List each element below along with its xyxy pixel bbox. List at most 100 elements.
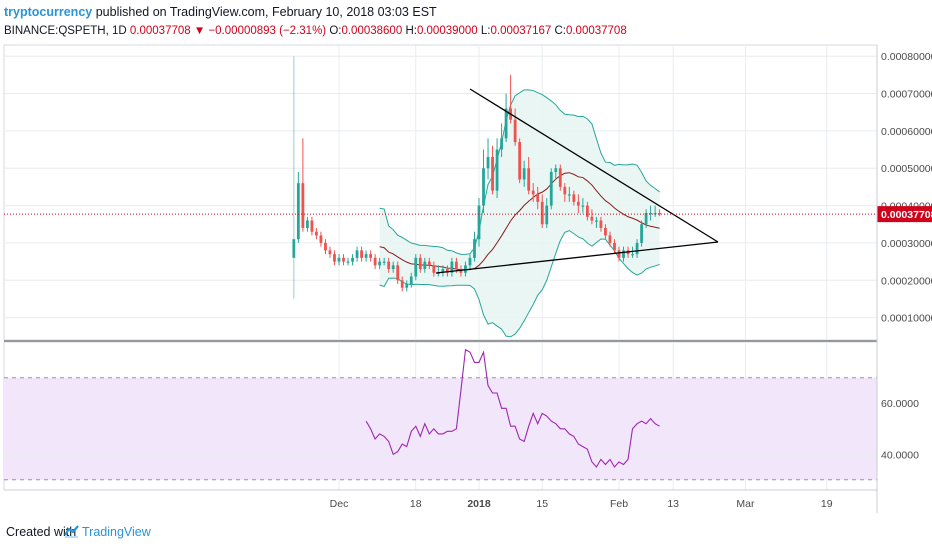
candle-body [500, 138, 503, 150]
x-tick-label: 2018 [467, 498, 491, 510]
candle-body [585, 205, 589, 217]
candle-body [387, 261, 391, 270]
candle-body [563, 186, 567, 195]
candle-body [378, 261, 382, 266]
publish-line: tryptocurrency published on TradingView.… [4, 5, 437, 19]
candle-body [418, 257, 422, 270]
candle-body [536, 194, 540, 202]
candle-body [328, 250, 332, 255]
tradingview-logo-icon [64, 525, 79, 538]
candle-body [301, 183, 305, 228]
y-tick-label: 0.00060000 [881, 126, 932, 138]
last-price-label: 0.00037708 [881, 209, 932, 221]
x-tick-label: Feb [610, 498, 628, 510]
last-price-tag [877, 206, 932, 223]
candle-body [558, 168, 562, 187]
candle-body [576, 201, 580, 206]
candle-body [608, 235, 612, 243]
candle-body [567, 194, 571, 196]
candle-body [540, 201, 544, 225]
candle-body [635, 242, 639, 255]
candle-body [531, 190, 535, 195]
candle-body [473, 239, 476, 258]
rsi-tick-label: 40.0000 [881, 449, 919, 461]
candle-body [310, 220, 314, 232]
tradingview-brand[interactable]: TradingView [82, 525, 151, 539]
candle-body [455, 261, 458, 270]
candle-body [613, 242, 616, 251]
candle-body [513, 119, 517, 143]
candle-body [382, 261, 386, 263]
candle-body [414, 257, 418, 277]
rsi-tick-label: 60.0000 [881, 398, 919, 410]
candle-body [351, 257, 354, 262]
change-value: −0.00000893 (−2.31%) [208, 25, 327, 37]
candle-body [355, 250, 359, 258]
low-label: L: [480, 25, 491, 37]
candle-body [581, 205, 585, 207]
y-tick-label: 0.00050000 [881, 163, 932, 175]
open-value: 0.00038600 [341, 25, 403, 37]
candle-body [450, 261, 454, 273]
candle-body [518, 142, 522, 180]
chart-canvas[interactable]: Dec 18 2018 15 Feb 13 Mar 19 0.00080000 0.0007000… [0, 0, 932, 516]
publish-info: published on TradingView.com, February 1… [92, 5, 437, 19]
low-value: 0.00037167 [490, 25, 552, 37]
candle-body [459, 269, 463, 273]
rsi-line [365, 348, 660, 468]
candle-body [364, 254, 368, 258]
candle-body [554, 168, 558, 172]
upper-trendline [469, 88, 719, 243]
candle-body [495, 149, 499, 191]
x-tick-label: 15 [536, 498, 548, 510]
x-tick-label: 18 [410, 498, 422, 510]
candle-body [590, 216, 594, 221]
y-tick-label: 0.00070000 [881, 89, 932, 101]
candle-body [432, 265, 436, 273]
close-value: 0.00037708 [565, 25, 627, 37]
candle-body [427, 261, 431, 266]
y-tick-label: 0.00080000 [881, 51, 932, 63]
candle-body [296, 183, 300, 240]
price-pane [3, 44, 878, 341]
candle-body [604, 227, 607, 236]
open-label: O: [329, 25, 342, 37]
candle-body [373, 257, 377, 266]
candle-body [423, 261, 427, 270]
candle-body [617, 250, 621, 258]
candle-body [622, 250, 625, 258]
symbol-label: BINANCE:QSPETH, 1D [4, 25, 127, 37]
candle-body [315, 231, 318, 236]
candle-body [491, 157, 494, 191]
candle-body [644, 213, 648, 225]
bollinger-basis [379, 172, 660, 271]
candle-body [405, 283, 409, 288]
footer: Created with TradingView [0, 516, 932, 550]
candle-body [549, 171, 553, 206]
bollinger-lower [379, 230, 660, 338]
candle-body [319, 235, 323, 243]
candle-body [477, 205, 481, 240]
candle-body [527, 168, 531, 191]
candle-body [346, 261, 350, 263]
candle-body [522, 168, 526, 180]
candle-body [396, 265, 400, 281]
candle-body [305, 220, 309, 228]
y-tick-label: 0.00030000 [881, 238, 932, 250]
y-tick-label: 0.00010000 [881, 313, 932, 325]
author-link[interactable]: tryptocurrency [4, 5, 93, 19]
down-arrow-icon: ▼ [193, 25, 206, 37]
candle-body [595, 220, 598, 222]
candle-body [391, 265, 395, 270]
x-tick-label: Mar [736, 498, 755, 510]
candle-body [658, 213, 662, 215]
candle-body [504, 108, 508, 139]
high-label: H: [405, 25, 417, 37]
ohlc-line: BINANCE:QSPETH, 1D 0.00037708 ▼ −0.00000… [4, 25, 627, 37]
chart-header: tryptocurrency published on TradingView.… [0, 0, 932, 44]
last-price: 0.00037708 [129, 25, 191, 37]
x-tick-label: 19 [821, 498, 833, 510]
candle-body [486, 157, 490, 169]
candle-body [409, 276, 413, 284]
bollinger-upper [379, 89, 660, 255]
